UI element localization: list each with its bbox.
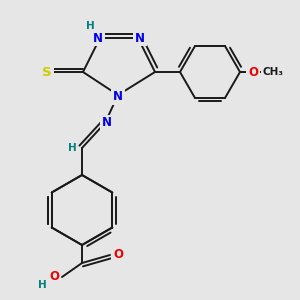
Text: N: N <box>135 32 145 44</box>
Text: S: S <box>42 65 52 79</box>
Text: H: H <box>38 280 46 290</box>
Text: O: O <box>248 65 258 79</box>
Text: CH₃: CH₃ <box>262 67 284 77</box>
Text: N: N <box>113 91 123 103</box>
Text: N: N <box>93 32 103 44</box>
Text: N: N <box>102 116 112 130</box>
Text: O: O <box>49 271 59 284</box>
Text: H: H <box>68 143 76 153</box>
Text: O: O <box>113 248 123 262</box>
Text: H: H <box>85 21 94 31</box>
